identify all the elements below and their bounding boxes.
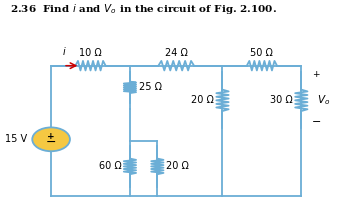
Text: +: +	[47, 132, 55, 141]
Text: $V_o$: $V_o$	[317, 94, 330, 107]
Text: −: −	[46, 136, 56, 149]
Text: 15 V: 15 V	[5, 134, 27, 144]
Text: +: +	[312, 70, 319, 79]
Text: 2.36  Find $i$ and $V_o$ in the circuit of Fig. 2.100.: 2.36 Find $i$ and $V_o$ in the circuit o…	[10, 2, 277, 16]
Text: 10 Ω: 10 Ω	[79, 48, 102, 58]
Text: 25 Ω: 25 Ω	[139, 82, 161, 92]
Text: 30 Ω: 30 Ω	[270, 95, 293, 105]
Circle shape	[32, 127, 70, 151]
Text: $i$: $i$	[63, 45, 67, 58]
Text: −: −	[312, 117, 321, 127]
Text: 60 Ω: 60 Ω	[99, 161, 121, 171]
Text: 50 Ω: 50 Ω	[251, 48, 273, 58]
Text: 20 Ω: 20 Ω	[166, 161, 189, 171]
Text: 24 Ω: 24 Ω	[165, 48, 188, 58]
Text: 20 Ω: 20 Ω	[191, 95, 214, 105]
